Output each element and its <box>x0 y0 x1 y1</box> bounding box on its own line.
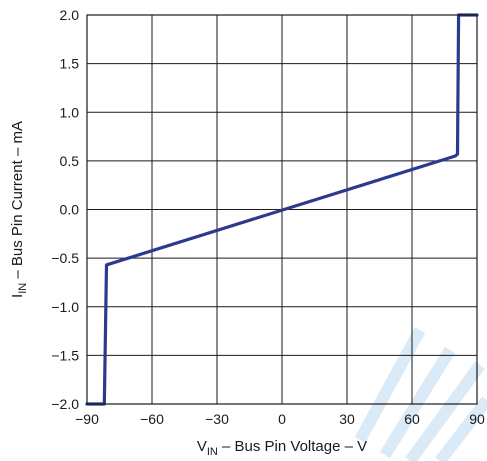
x-tick-label: −30 <box>205 411 229 427</box>
y-axis-title: IIN – Bus Pin Current – mA <box>9 121 29 298</box>
y-tick-label: −1.5 <box>51 347 79 363</box>
y-axis-title-sub: IN <box>17 283 29 294</box>
x-tick-label: 90 <box>469 411 485 427</box>
y-tick-label: 1.5 <box>60 56 80 72</box>
y-tick-label: −1.0 <box>51 299 79 315</box>
y-tick-label: −2.0 <box>51 396 79 412</box>
y-axis-title-main: I <box>9 294 26 298</box>
x-tick-label: 60 <box>404 411 420 427</box>
x-tick-label: −90 <box>75 411 99 427</box>
watermark-logo <box>354 327 487 461</box>
watermark-stroke-1 <box>379 346 456 459</box>
y-tick-label: 1.0 <box>60 104 80 120</box>
x-tick-label: −60 <box>140 411 164 427</box>
x-axis-title-sub: IN <box>207 446 218 458</box>
y-tick-label: 2.0 <box>60 7 80 23</box>
x-tick-labels: −90 −60 −30 0 30 60 90 <box>75 411 485 427</box>
x-axis-title-main: V <box>197 438 207 455</box>
y-tick-label: 0.0 <box>60 202 80 218</box>
x-axis-title-rest: – Bus Pin Voltage – V <box>218 438 367 455</box>
watermark-stroke-0 <box>354 327 426 443</box>
y-tick-labels: 2.0 1.5 1.0 0.5 0.0 −0.5 −1.0 −1.5 −2.0 <box>51 7 79 412</box>
y-tick-label: −0.5 <box>51 250 79 266</box>
watermark-stroke-3 <box>435 396 487 461</box>
x-axis-title: VIN – Bus Pin Voltage – V <box>197 438 367 458</box>
x-tick-label: 30 <box>339 411 355 427</box>
y-tick-label: 0.5 <box>60 153 80 169</box>
y-axis-title-rest: – Bus Pin Current – mA <box>9 121 26 283</box>
plot-frame <box>86 14 478 405</box>
watermark-stroke-2 <box>405 361 485 461</box>
x-tick-label: 0 <box>278 411 286 427</box>
